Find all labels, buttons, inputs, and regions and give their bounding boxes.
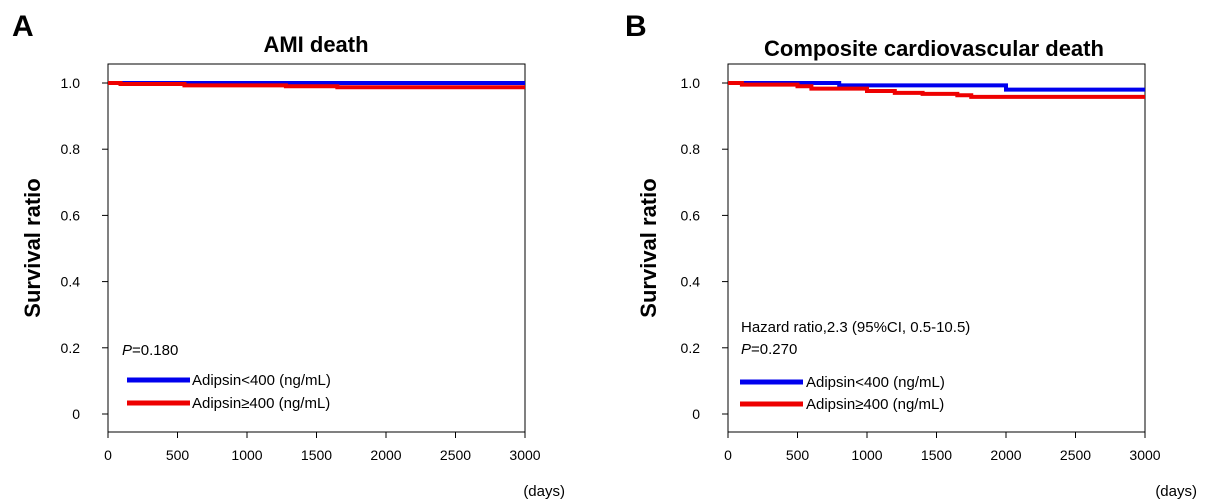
p-value: P=0.270: [741, 341, 797, 358]
legend-label: Adipsin<400 (ng/mL): [806, 374, 945, 391]
y-tick-label: 1.0: [681, 75, 701, 91]
x-tick-label: 1000: [851, 447, 882, 463]
y-tick-label: 0.2: [61, 340, 81, 356]
panel-a: A AMI death Survival ratio 1.0 0.8 0.6 0.4 0.2 0…: [12, 10, 565, 500]
y-tick-label: 0.4: [681, 274, 701, 290]
annotation-text: Hazard ratio,2.3 (95%CI, 0.5-10.5): [741, 319, 970, 336]
legend-label: Adipsin≥400 (ng/mL): [192, 395, 330, 412]
x-tick-label: 2000: [370, 447, 401, 463]
y-tick-label: 0.8: [681, 141, 701, 157]
y-tick-label: 0: [72, 406, 80, 422]
x-tick-label: 1500: [301, 447, 332, 463]
y-tick-label: 0: [692, 406, 700, 422]
x-tick-label: 500: [786, 447, 810, 463]
x-tick-label: 3000: [1129, 447, 1160, 463]
y-tick-label: 0.4: [61, 274, 81, 290]
annotation-text: =0.270: [751, 341, 797, 358]
p-value: P=0.180: [122, 342, 178, 359]
x-tick-label: 2500: [1060, 447, 1091, 463]
panel-letter: B: [625, 10, 647, 43]
y-tick-label: 0.8: [61, 141, 81, 157]
legend-label: Adipsin≥400 (ng/mL): [806, 396, 944, 413]
y-tick-label: 0.6: [61, 207, 81, 223]
plot-frame: [727, 63, 1146, 432]
y-axis-label: Survival ratio: [636, 178, 661, 317]
hazard-ratio: Hazard ratio,2.3 (95%CI, 0.5-10.5): [741, 319, 970, 336]
series-line-low: [728, 81, 1145, 92]
chart-title: Composite cardiovascular death: [764, 36, 1104, 61]
x-tick-label: 2000: [990, 447, 1021, 463]
x-tick-label: 1000: [231, 447, 262, 463]
x-tick-label: 0: [724, 447, 732, 463]
y-tick-label: 0.6: [681, 207, 701, 223]
x-axis-unit: (days): [1155, 483, 1197, 500]
panel-b: B Composite cardiovascular death Survival …: [625, 10, 1197, 500]
x-axis-unit: (days): [523, 483, 565, 500]
annotation-text: =0.180: [132, 342, 178, 359]
x-tick-label: 500: [166, 447, 190, 463]
x-tick-label: 2500: [440, 447, 471, 463]
p-symbol: P: [122, 342, 132, 359]
x-tick-label: 3000: [509, 447, 540, 463]
plot-frame: [107, 63, 526, 432]
chart-title: AMI death: [263, 32, 368, 57]
legend-label: Adipsin<400 (ng/mL): [192, 372, 331, 389]
x-tick-label: 1500: [921, 447, 952, 463]
y-axis-label: Survival ratio: [20, 178, 45, 317]
x-tick-label: 0: [104, 447, 112, 463]
series-line-high: [108, 81, 525, 90]
panel-letter: A: [12, 10, 34, 43]
y-tick-label: 1.0: [61, 75, 81, 91]
series-line-high: [728, 81, 1145, 99]
y-tick-label: 0.2: [681, 340, 701, 356]
p-symbol: P: [741, 341, 751, 358]
